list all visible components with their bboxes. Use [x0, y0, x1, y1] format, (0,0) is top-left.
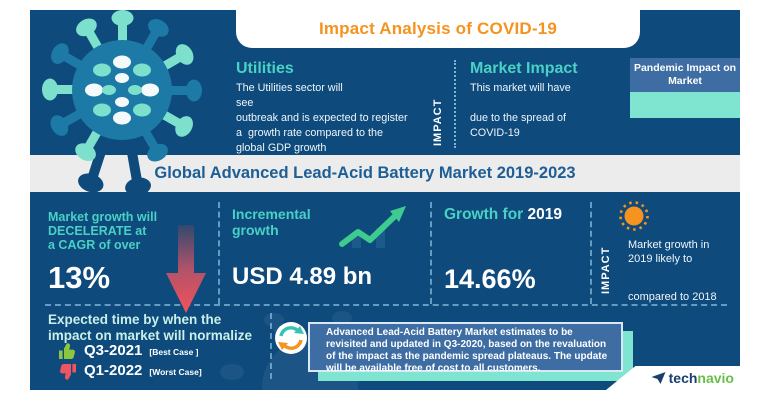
- logo-text-navio: navio: [697, 370, 734, 386]
- header-box: Impact Analysis of COVID-19: [236, 10, 640, 48]
- utilities-heading: Utilities: [236, 60, 294, 77]
- best-case-quarter: Q3-2021: [84, 342, 143, 359]
- down-arrow-icon: [166, 225, 206, 313]
- technavio-logo: technavio: [651, 370, 734, 386]
- technavio-arrow-icon: [651, 371, 666, 384]
- best-case-row: Q3-2021 [Best Case ]: [58, 342, 199, 361]
- impact-note-line: 2019 likely to: [628, 253, 693, 265]
- impact-note-line: Market growth in: [628, 239, 710, 251]
- normalize-line: Expected time by when the: [48, 312, 222, 327]
- utilities-line: a growth rate compared to the: [236, 127, 384, 139]
- incremental-label: growth: [232, 222, 279, 238]
- utilities-section: Utilities The Utilities sector will see …: [236, 60, 431, 156]
- market-impact-line: due to the spread of: [470, 112, 567, 124]
- impact-vertical-label-top: IMPACT: [432, 98, 444, 146]
- stats-separator: [590, 202, 592, 304]
- growth-trend-icon: [339, 206, 406, 248]
- growth-2019-year: 2019: [527, 206, 563, 223]
- report-title: Global Advanced Lead-Acid Battery Market…: [154, 164, 576, 182]
- logo-text-tech: tech: [668, 370, 698, 386]
- thumb-down-icon: [60, 364, 76, 380]
- update-notice: Advanced Lead-Acid Battery Market estima…: [308, 322, 623, 374]
- stat-decelerate-line: a CAGR of over: [48, 238, 141, 252]
- stat-growth-2019: Growth for 2019 14.66%: [444, 206, 562, 295]
- utilities-line: The Utilities sector will: [236, 82, 343, 94]
- refresh-icon: [275, 322, 307, 354]
- worst-case-label: [Worst Case]: [149, 367, 202, 377]
- impact-note-text: Market growth in 2019 likely to compared…: [628, 238, 717, 304]
- stat-decelerate-line: DECELERATE at: [48, 224, 147, 238]
- market-impact-section: Market Impact This market will have due …: [470, 60, 620, 141]
- best-case-label: [Best Case ]: [149, 347, 199, 357]
- utilities-line: global GDP growth: [236, 142, 327, 154]
- market-impact-line: [470, 96, 620, 111]
- impact-vertical-label-side: IMPACT: [600, 246, 612, 294]
- market-impact-line: COVID-19: [470, 127, 520, 139]
- worst-case-row: Q1-2022 [Worst Case]: [58, 362, 202, 381]
- page-title: Impact Analysis of COVID-19: [318, 19, 558, 38]
- coronavirus-illustration-icon: [42, 10, 202, 192]
- badge-mint-box: [630, 92, 740, 118]
- growth-2019-label: Growth for: [444, 206, 524, 223]
- bottom-separator: [270, 313, 272, 379]
- utilities-line: see: [236, 97, 254, 109]
- dotted-separator-top: [454, 60, 456, 148]
- pandemic-impact-badge: Pandemic Impact on Market: [630, 58, 740, 92]
- stats-separator: [218, 202, 220, 304]
- thumb-up-icon: [59, 343, 75, 359]
- stats-separator: [430, 202, 432, 304]
- cagr-value: 13%: [48, 260, 111, 295]
- market-impact-line: This market will have: [470, 82, 571, 94]
- normalize-heading: Expected time by when the impact on mark…: [48, 312, 252, 344]
- incremental-label: Incremental: [232, 206, 311, 222]
- utilities-line: outbreak and is expected to register: [236, 112, 408, 124]
- incremental-value: USD 4.89 bn: [232, 263, 373, 290]
- stat-incremental: Incremental growth USD 4.89 bn: [232, 206, 372, 291]
- worst-case-quarter: Q1-2022: [84, 362, 143, 379]
- stats-horizontal-separator: [45, 304, 727, 306]
- impact-note-line: compared to 2018: [628, 291, 717, 303]
- normalize-line: impact on market will normalize: [48, 328, 253, 343]
- stat-decelerate: Market growth will DECELERATE at a CAGR …: [48, 210, 157, 296]
- growth-2019-value: 14.66%: [444, 264, 536, 294]
- stat-decelerate-line: Market growth will: [48, 210, 158, 224]
- virus-sun-icon: [619, 201, 649, 231]
- market-impact-heading: Market Impact: [470, 60, 578, 77]
